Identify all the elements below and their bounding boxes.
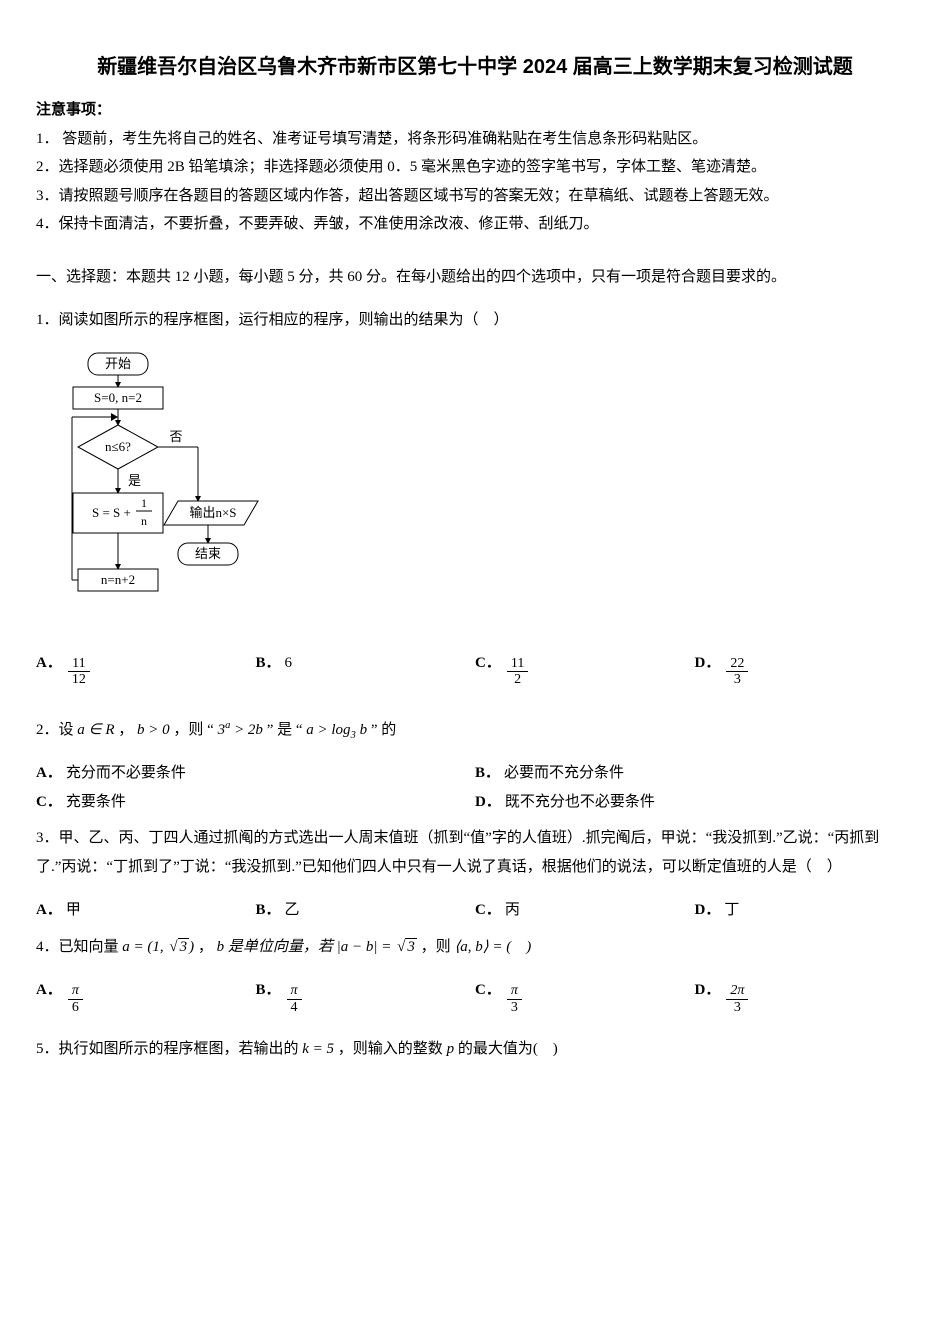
q4-choice-c: C． π3 [475, 976, 695, 1015]
flow-frac-den: n [141, 514, 147, 528]
notice-heading: 注意事项： [36, 96, 914, 125]
q1-a-frac: 11 12 [68, 656, 90, 688]
q3-choices: A．甲 B．乙 C．丙 D．丁 [36, 896, 914, 925]
q3-choice-b: B．乙 [256, 896, 476, 925]
page-title: 新疆维吾尔自治区乌鲁木齐市新市区第七十中学 2024 届高三上数学期末复习检测试… [36, 48, 914, 86]
choice-letter-d: D． [695, 649, 721, 678]
q1-b: 6 [285, 649, 293, 678]
flow-init: S=0, n=2 [94, 390, 142, 405]
q4-choice-a: A． π6 [36, 976, 256, 1015]
flow-no: 否 [169, 429, 182, 444]
flow-end: 结束 [195, 546, 221, 561]
q1-choice-c: C． 11 2 [475, 649, 695, 688]
q1-choice-a: A． 11 12 [36, 649, 256, 688]
flow-cond: n≤6? [105, 439, 131, 454]
flow-frac-num: 1 [141, 496, 147, 510]
notice-3: 3．请按照题号顺序在各题目的答题区域内作答，超出答题区域书写的答案无效；在草稿纸… [36, 182, 914, 211]
q2-choices: A． 充分而不必要条件 B． 必要而不充分条件 C． 充要条件 D． 既不充分也… [36, 759, 914, 816]
q2-choice-d: D． 既不充分也不必要条件 [475, 788, 914, 817]
q4-choices: A． π6 B． π4 C． π3 D． 2π3 [36, 976, 914, 1015]
q1-flowchart: 开始 S=0, n=2 n≤6? 否 是 S = S + 1 n 输出n×S 结… [48, 351, 914, 642]
choice-letter-a: A． [36, 649, 62, 678]
q3-stem: 3．甲、乙、丙、丁四人通过抓阄的方式选出一人周末值班（抓到“值”字的人值班）.抓… [36, 824, 914, 881]
q4-choice-b: B． π4 [256, 976, 476, 1015]
q4-stem: 4．已知向量 a = (1, 3) ， b 是单位向量，若 |a − b| = … [36, 933, 914, 962]
choice-letter-b: B． [256, 649, 281, 678]
q1-d-frac: 22 3 [726, 656, 748, 688]
section-1-head: 一、选择题：本题共 12 小题，每小题 5 分，共 60 分。在每小题给出的四个… [36, 263, 914, 292]
q4-choice-d: D． 2π3 [695, 976, 915, 1015]
notice-2: 2．选择题必须使用 2B 铅笔填涂；非选择题必须使用 0．5 毫米黑色字迹的签字… [36, 153, 914, 182]
q2-choice-a: A． 充分而不必要条件 [36, 759, 475, 788]
q1-choices: A． 11 12 B． 6 C． 11 2 D． 22 3 [36, 649, 914, 688]
q2-choice-b: B． 必要而不充分条件 [475, 759, 914, 788]
q5-stem: 5．执行如图所示的程序框图，若输出的 k = 5 ，则输入的整数 p 的最大值为… [36, 1035, 914, 1064]
flow-output: 输出n×S [189, 505, 236, 520]
q1-choice-b: B． 6 [256, 649, 476, 688]
q3-choice-c: C．丙 [475, 896, 695, 925]
flow-step: n=n+2 [101, 572, 135, 587]
flow-update: S = S + [92, 505, 131, 520]
flow-start: 开始 [105, 356, 131, 371]
q3-choice-d: D．丁 [695, 896, 915, 925]
q2-choice-c: C． 充要条件 [36, 788, 475, 817]
q1-choice-d: D． 22 3 [695, 649, 915, 688]
q3-choice-a: A．甲 [36, 896, 256, 925]
notice-4: 4．保持卡面清洁，不要折叠，不要弄破、弄皱，不准使用涂改液、修正带、刮纸刀。 [36, 210, 914, 239]
q1-stem: 1．阅读如图所示的程序框图，运行相应的程序，则输出的结果为（ ） [36, 306, 914, 335]
q2-stem: 2．设 a ∈ R ， b > 0 ，则 “ 3a > 2b ” 是 “ a >… [36, 716, 914, 745]
flowchart-svg: 开始 S=0, n=2 n≤6? 否 是 S = S + 1 n 输出n×S 结… [48, 351, 268, 631]
choice-letter-c: C． [475, 649, 501, 678]
flow-yes: 是 [128, 473, 141, 488]
notice-1: 1． 答题前，考生先将自己的姓名、准考证号填写清楚，将条形码准确粘贴在考生信息条… [36, 125, 914, 154]
q1-c-frac: 11 2 [507, 656, 528, 688]
